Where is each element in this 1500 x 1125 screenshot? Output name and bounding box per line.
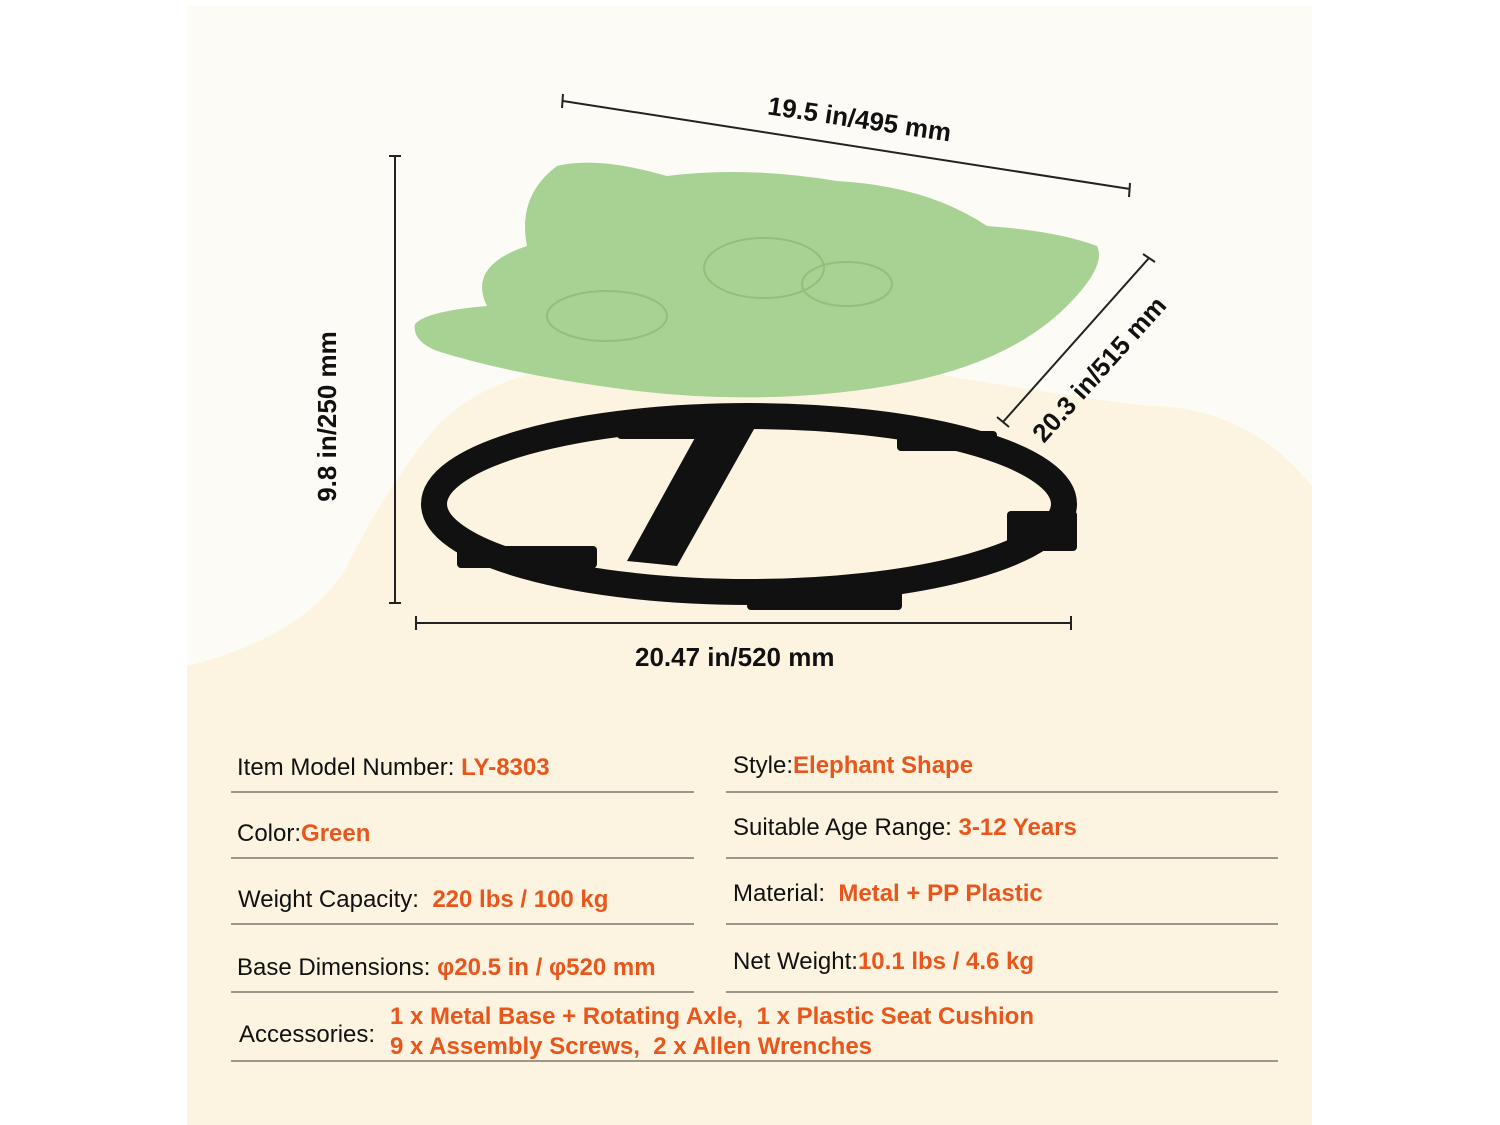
spec-material: Material: Metal + PP Plastic: [733, 880, 1043, 908]
divider: [726, 857, 1278, 859]
divider: [726, 991, 1278, 993]
dimension-base-width: 20.47 in/520 mm: [635, 642, 835, 672]
spec-label: Color:: [237, 820, 302, 847]
spec-label: Style:: [733, 752, 794, 779]
spec-value: 220 lbs / 100 kg: [432, 886, 609, 913]
dimension-height: 9.8 in/250 mm: [311, 331, 342, 502]
divider: [231, 791, 694, 793]
spec-accessories-label: Accessories:: [239, 1021, 376, 1048]
spec-accessories-line1: 1 x Metal Base + Rotating Axle, 1 x Plas…: [390, 1003, 1034, 1030]
spec-value: Metal + PP Plastic: [838, 880, 1043, 907]
dimension-lines: [389, 93, 1156, 630]
divider: [231, 857, 694, 859]
seat-embossing: [546, 237, 893, 342]
spec-label: Suitable Age Range:: [733, 814, 952, 841]
spec-label: Item Model Number:: [237, 754, 455, 781]
spec-label: Weight Capacity:: [238, 886, 419, 913]
spec-weight-capacity: Weight Capacity: 220 lbs / 100 kg: [238, 886, 608, 914]
spec-value: Green: [301, 820, 371, 847]
spec-label: Material:: [733, 880, 826, 907]
divider: [726, 923, 1278, 925]
spec-age-range: Suitable Age Range: 3-12 Years: [733, 814, 1077, 842]
divider: [231, 923, 694, 925]
spec-style: Style:Elephant Shape: [733, 752, 973, 780]
spec-accessories-line2: 9 x Assembly Screws, 2 x Allen Wrenches: [390, 1033, 873, 1060]
spec-color: Color:Green: [237, 820, 370, 848]
spec-label: Net Weight:: [733, 948, 858, 975]
divider: [726, 791, 1278, 793]
seat-cushion: [414, 162, 1099, 398]
metal-base: [421, 403, 1077, 610]
spec-value: 10.1 lbs / 4.6 kg: [857, 948, 1035, 975]
spec-value: Elephant Shape: [793, 752, 974, 779]
divider: [231, 1060, 1278, 1062]
spec-label: Base Dimensions:: [237, 954, 431, 981]
product-illustration: [389, 93, 1156, 630]
spec-value: 3-12 Years: [958, 814, 1077, 841]
divider: [231, 991, 694, 993]
spec-net-weight: Net Weight:10.1 lbs / 4.6 kg: [733, 948, 1034, 976]
spec-value: φ20.5 in / φ520 mm: [437, 954, 656, 981]
spec-value: LY-8303: [461, 754, 550, 781]
spec-base-dimensions: Base Dimensions: φ20.5 in / φ520 mm: [237, 954, 656, 982]
product-panel: 19.5 in/495 mm 9.8 in/250 mm 20.47 in/52…: [187, 6, 1312, 1125]
spec-model: Item Model Number: LY-8303: [237, 754, 550, 782]
